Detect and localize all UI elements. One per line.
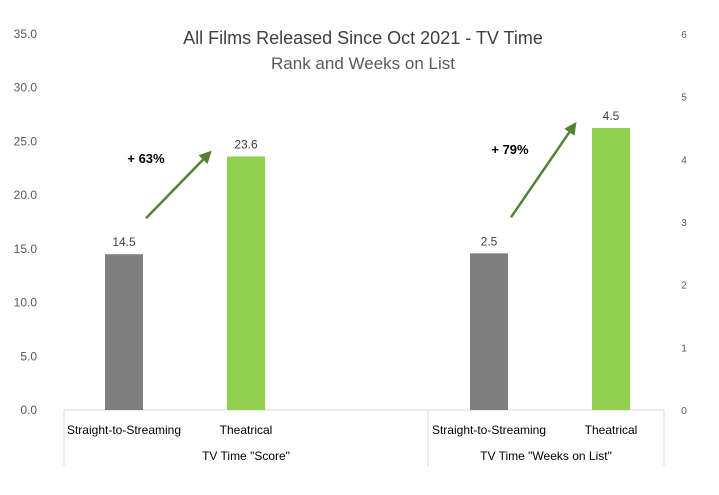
y-tick-right: 1 (681, 343, 687, 354)
growth-arrow (145, 150, 212, 220)
growth-annotation: + 79% (491, 142, 529, 157)
category-label: Theatrical (585, 423, 638, 437)
y-tick-left: 5.0 (20, 349, 37, 363)
category-label: Straight-to-Streaming (67, 423, 181, 437)
data-label: 4.5 (603, 109, 620, 123)
data-label: 14.5 (112, 235, 136, 249)
y-tick-left: 25.0 (14, 134, 38, 148)
y-tick-left: 0.0 (20, 403, 37, 417)
y-tick-right: 3 (681, 218, 687, 229)
y-tick-left: 20.0 (14, 188, 38, 202)
growth-arrow (509, 121, 577, 219)
chart-title: All Films Released Since Oct 2021 - TV T… (183, 28, 543, 48)
axes: 0.0 5.0 10.0 15.0 20.0 25.0 30.0 35.0 0 1 2 3 4 5 6 (14, 27, 687, 466)
bar-theatrical (227, 156, 265, 410)
y-tick-left: 10.0 (14, 296, 38, 310)
data-label: 23.6 (234, 137, 258, 151)
y-tick-left: 35.0 (14, 27, 38, 41)
y-tick-left: 15.0 (14, 242, 38, 256)
growth-annotation: + 63% (127, 151, 165, 166)
y-tick-right: 4 (681, 155, 687, 166)
labels: 14.5 Straight-to-Streaming 23.6 Theatrical T… (67, 109, 637, 463)
group-label: TV Time "Weeks on List" (480, 449, 612, 463)
y-tick-right: 0 (681, 406, 687, 417)
bar-straight-to-streaming (105, 254, 143, 410)
data-label: 2.5 (481, 234, 498, 248)
group-label: TV Time "Score" (202, 449, 290, 463)
chart-subtitle: Rank and Weeks on List (271, 54, 455, 73)
y-tick-right: 6 (681, 30, 687, 41)
bar-theatrical (592, 128, 630, 410)
bars (105, 128, 630, 410)
y-tick-right: 5 (681, 93, 687, 104)
category-label: Straight-to-Streaming (432, 423, 546, 437)
y-tick-left: 30.0 (14, 81, 38, 95)
y-tick-right: 2 (681, 281, 687, 292)
bar-straight-to-streaming (470, 253, 508, 410)
category-label: Theatrical (220, 423, 273, 437)
